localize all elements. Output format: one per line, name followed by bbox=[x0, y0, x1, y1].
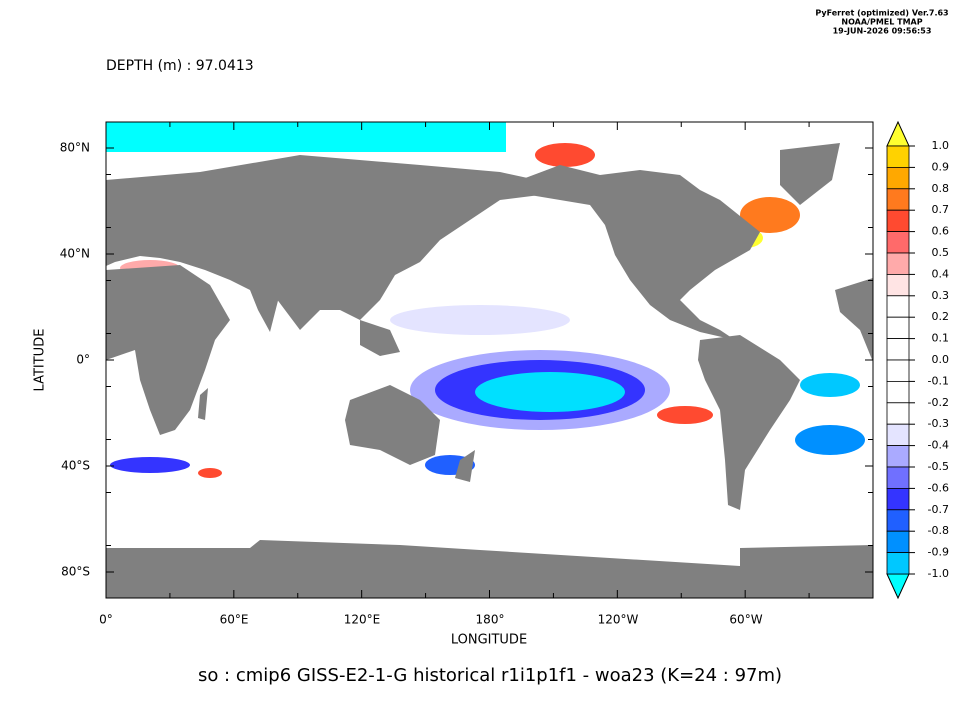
land bbox=[250, 285, 282, 332]
colorbar-segment bbox=[886, 273, 910, 297]
colorbar-label: 0.9 bbox=[932, 160, 950, 173]
colorbar-segment bbox=[886, 530, 910, 554]
colorbar-segment bbox=[886, 359, 910, 382]
colorbar-segment bbox=[886, 145, 910, 168]
x-tick-label: 60°E bbox=[220, 613, 249, 627]
colorbar-over bbox=[886, 120, 910, 147]
x-tick-label: 0° bbox=[99, 613, 113, 627]
anomaly bbox=[390, 305, 570, 335]
land bbox=[455, 450, 475, 482]
land bbox=[395, 228, 410, 272]
colorbar-segment bbox=[886, 166, 910, 190]
y-tick-label: 0° bbox=[76, 353, 90, 367]
colorbar-label: -0.1 bbox=[928, 374, 949, 387]
colorbar-label: -0.9 bbox=[928, 546, 949, 559]
colorbar-segment bbox=[886, 552, 910, 575]
land bbox=[520, 165, 760, 340]
land bbox=[360, 320, 400, 356]
y-axis-label: LATITUDE bbox=[33, 329, 48, 392]
x-tick-label: 60°W bbox=[729, 613, 762, 627]
colorbar-segment bbox=[886, 252, 910, 275]
axes: 0° 60°E 120°E 180° 120°W 60°W 80°N 40°N 0° 40°S 80… bbox=[60, 122, 874, 627]
colorbar-label: 0.8 bbox=[932, 182, 950, 195]
land bbox=[106, 540, 873, 598]
y-tick-label: 40°N bbox=[60, 247, 90, 261]
colorbar-segment bbox=[886, 509, 910, 532]
colorbar-label: 0.2 bbox=[932, 310, 950, 323]
colorbar-label: 0.3 bbox=[932, 289, 950, 302]
land bbox=[698, 335, 800, 510]
colorbar-label: 0.1 bbox=[932, 332, 950, 345]
y-tick-label: 80°N bbox=[60, 141, 90, 155]
x-tick-label: 180° bbox=[476, 613, 505, 627]
x-axis-label: LONGITUDE bbox=[451, 633, 527, 648]
colorbar-label: -0.8 bbox=[928, 524, 949, 537]
colorbar-label: 0.5 bbox=[932, 246, 950, 259]
land bbox=[780, 143, 840, 205]
subtitle: DEPTH (m) : 97.0413 bbox=[106, 58, 254, 74]
anomaly bbox=[198, 468, 222, 478]
colorbar-label: -0.7 bbox=[928, 503, 949, 516]
colorbar-label: 0.4 bbox=[932, 267, 950, 280]
colorbar-segment bbox=[886, 423, 910, 447]
colorbar-segment bbox=[886, 402, 910, 425]
y-tick-label: 80°S bbox=[61, 565, 90, 579]
colorbar-label: -0.2 bbox=[928, 396, 949, 409]
colorbar-segment bbox=[886, 209, 910, 232]
colorbar-label: -1.0 bbox=[928, 567, 949, 580]
colorbar-label: 1.0 bbox=[932, 139, 950, 152]
y-tick-label: 40°S bbox=[61, 459, 90, 473]
land bbox=[345, 385, 440, 465]
anomaly bbox=[800, 373, 860, 397]
colorbar-segment bbox=[886, 380, 910, 404]
colorbar-segment bbox=[886, 487, 910, 511]
anomaly bbox=[795, 425, 865, 455]
x-tick-label: 120°E bbox=[344, 613, 381, 627]
land bbox=[106, 155, 560, 330]
anomaly bbox=[535, 143, 595, 167]
colorbar-label: -0.4 bbox=[928, 439, 949, 452]
header-line: NOAA/PMEL TMAP bbox=[841, 18, 922, 27]
header-line: PyFerret (optimized) Ver.7.63 bbox=[815, 9, 948, 18]
colorbar-label: 0.6 bbox=[932, 225, 950, 238]
land bbox=[835, 278, 873, 362]
colorbar-segment bbox=[886, 338, 910, 361]
colorbar-segment bbox=[886, 231, 910, 254]
x-tick-label: 120°W bbox=[598, 613, 639, 627]
colorbar-segment bbox=[886, 466, 910, 489]
colorbar: 1.0 0.9 0.8 0.7 0.6 0.5 0.4 0.3 0.2 0.1 0.0 -0.1 -0.… bbox=[886, 120, 950, 600]
colorbar-label: -0.5 bbox=[928, 460, 949, 473]
header-line: 19-JUN-2026 09:56:53 bbox=[833, 27, 932, 36]
colorbar-segment bbox=[886, 295, 910, 318]
colorbar-segment bbox=[886, 445, 910, 468]
colorbar-under bbox=[886, 573, 910, 600]
land bbox=[106, 265, 230, 435]
anomaly bbox=[740, 197, 800, 233]
colorbar-label: 0.0 bbox=[932, 353, 950, 366]
anomaly bbox=[110, 457, 190, 473]
colorbar-label: 0.7 bbox=[932, 203, 950, 216]
colorbar-segment bbox=[886, 188, 910, 211]
colorbar-segment bbox=[886, 316, 910, 340]
map bbox=[105, 121, 874, 599]
colorbar-label: -0.3 bbox=[928, 417, 949, 430]
title: so : cmip6 GISS-E2-1-G historical r1i1p1… bbox=[198, 665, 782, 686]
anomaly bbox=[106, 122, 506, 152]
anomaly bbox=[657, 406, 713, 424]
colorbar-label: -0.6 bbox=[928, 481, 949, 494]
land bbox=[198, 388, 208, 420]
anomaly bbox=[475, 372, 625, 412]
